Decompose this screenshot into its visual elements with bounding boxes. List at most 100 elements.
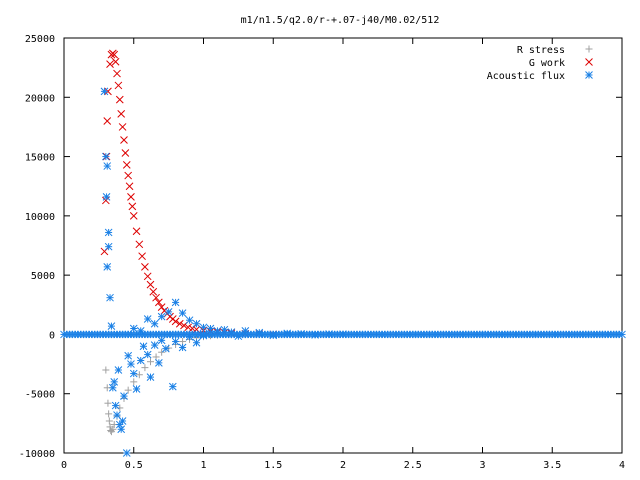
- data-point: [146, 358, 154, 366]
- data-point: [103, 117, 112, 125]
- data-point: [114, 81, 123, 90]
- data-point: [135, 240, 144, 249]
- y-tick-label: -5000: [25, 390, 55, 401]
- x-tick-label: 1.5: [264, 460, 282, 471]
- data-point: [143, 272, 152, 281]
- x-tick-label: 3: [479, 460, 485, 471]
- y-tick-label: 0: [49, 330, 55, 341]
- data-point: [118, 123, 127, 131]
- data-point: [110, 50, 119, 59]
- data-point: [121, 149, 130, 157]
- data-point: [150, 341, 159, 349]
- data-point: [135, 371, 143, 379]
- data-point: [120, 392, 128, 400]
- data-point: [150, 319, 159, 328]
- y-tick-label: 20000: [25, 93, 55, 104]
- data-point: [129, 212, 138, 220]
- data-point: [175, 319, 184, 328]
- data-point: [122, 449, 131, 457]
- data-point: [108, 383, 117, 392]
- data-point: [141, 262, 149, 271]
- x-tick-label: 0.5: [125, 460, 143, 471]
- data-point: [168, 382, 177, 391]
- legend-marker: [585, 58, 593, 66]
- data-point: [132, 227, 141, 236]
- data-point: [127, 193, 135, 201]
- data-point: [127, 360, 135, 368]
- data-point: [128, 202, 137, 211]
- data-point: [618, 330, 626, 339]
- data-point: [178, 309, 187, 317]
- data-point: [106, 60, 114, 68]
- x-tick-label: 1: [200, 460, 206, 471]
- x-tick-label: 2.5: [404, 460, 422, 471]
- data-point: [155, 359, 163, 367]
- data-point: [146, 280, 155, 289]
- data-point: [136, 356, 145, 365]
- data-point: [146, 373, 155, 381]
- series-acoustic-flux-baseline: [60, 330, 626, 339]
- series-g-work: [100, 49, 278, 339]
- data-point: [152, 293, 160, 302]
- data-point: [118, 417, 127, 425]
- data-point: [157, 303, 166, 312]
- data-point: [122, 161, 131, 169]
- data-point: [158, 348, 166, 356]
- legend: R stress G work Acoustic flux: [487, 45, 593, 82]
- legend-label: Acoustic flux: [487, 71, 565, 82]
- data-point: [179, 338, 187, 346]
- y-tick-label: -10000: [19, 449, 55, 460]
- data-point: [157, 312, 166, 321]
- data-point: [109, 425, 117, 433]
- legend-label: G work: [529, 58, 565, 69]
- data-point: [103, 162, 112, 170]
- data-point: [132, 385, 141, 393]
- data-point: [124, 351, 133, 360]
- y-tick-label: 5000: [31, 271, 55, 282]
- data-point: [105, 417, 113, 425]
- x-tick-label: 4: [619, 460, 625, 471]
- data-point: [152, 353, 160, 361]
- data-point: [104, 242, 113, 251]
- x-tick-label: 2: [340, 460, 346, 471]
- data-point: [124, 386, 132, 394]
- data-point: [102, 366, 110, 374]
- data-point: [117, 110, 126, 118]
- axes: 0 0.5 1 1.5 2 2.5 3 3.5 4 -10000 -5000 0 5000 10000 15…: [19, 34, 625, 471]
- data-point: [117, 425, 126, 434]
- data-point: [111, 401, 120, 410]
- data-point: [104, 399, 112, 407]
- data-point: [124, 171, 133, 180]
- data-point: [171, 317, 180, 326]
- data-point: [143, 315, 152, 323]
- data-point: [103, 262, 112, 271]
- data-point: [110, 378, 119, 386]
- data-point: [192, 325, 201, 334]
- data-point: [138, 252, 146, 261]
- series-acoustic-flux: [100, 87, 347, 457]
- plot-frame: [63, 37, 623, 454]
- data-point: [164, 308, 173, 316]
- data-point: [171, 298, 180, 307]
- data-point: [129, 369, 138, 378]
- data-point: [130, 378, 138, 386]
- data-point: [161, 344, 170, 353]
- data-point: [115, 95, 124, 104]
- legend-marker: [585, 71, 593, 79]
- data-point: [107, 322, 116, 330]
- chart-title: m1/n1.5/q2.0/r-+.07-j40/M0.02/512: [241, 15, 440, 26]
- data-point: [139, 342, 148, 351]
- data-point: [199, 323, 208, 332]
- data-point: [143, 350, 152, 359]
- data-point: [114, 366, 123, 374]
- series-r-stress: [102, 330, 277, 436]
- legend-marker: [585, 45, 593, 53]
- data-point: [111, 57, 120, 66]
- legend-label: R stress: [517, 45, 565, 56]
- data-point: [106, 293, 114, 302]
- data-point: [125, 182, 134, 191]
- data-point: [185, 316, 194, 325]
- y-tick-label: 15000: [25, 153, 55, 164]
- data-point: [192, 319, 201, 328]
